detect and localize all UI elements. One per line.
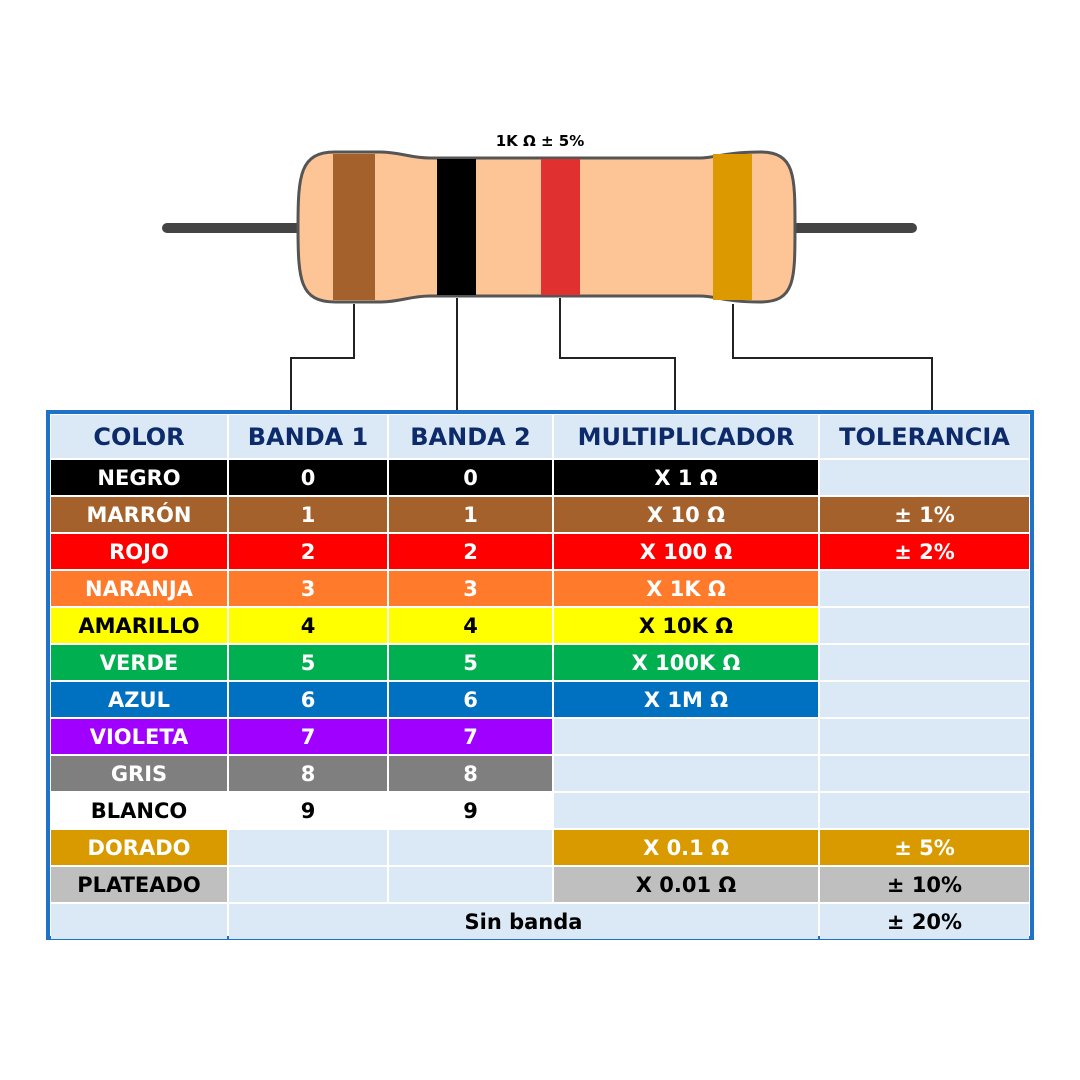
table-cell: 2 (389, 534, 552, 569)
empty-cell (51, 904, 227, 939)
table-cell: GRIS (51, 756, 227, 791)
table-cell: 9 (389, 793, 552, 828)
empty-cell (554, 756, 818, 791)
table-cell: 0 (229, 460, 387, 495)
table-cell: X 0.1 Ω (554, 830, 818, 865)
table-cell: X 1 Ω (554, 460, 818, 495)
table-cell: 1 (229, 497, 387, 532)
empty-cell (820, 608, 1029, 643)
header-cell: TOLERANCIA (820, 415, 1029, 458)
table-cell: AZUL (51, 682, 227, 717)
table-cell: 5 (229, 645, 387, 680)
connector (732, 304, 933, 410)
table-cell: X 100 Ω (554, 534, 818, 569)
empty-cell (820, 682, 1029, 717)
empty-cell (820, 793, 1029, 828)
table-cell: ± 1% (820, 497, 1029, 532)
empty-cell (820, 645, 1029, 680)
table-cell: 7 (389, 719, 552, 754)
table-cell: 8 (389, 756, 552, 791)
footer-label: Sin banda (229, 904, 818, 939)
empty-cell (389, 867, 552, 902)
table-cell: NEGRO (51, 460, 227, 495)
band-red (541, 159, 580, 295)
connector (559, 298, 676, 410)
header-cell: COLOR (51, 415, 227, 458)
table-cell: 4 (389, 608, 552, 643)
table-cell: 5 (389, 645, 552, 680)
empty-cell (389, 830, 552, 865)
table-cell: 4 (229, 608, 387, 643)
table-cell: 3 (389, 571, 552, 606)
table-cell: 1 (389, 497, 552, 532)
table-cell: NARANJA (51, 571, 227, 606)
table-cell: 0 (389, 460, 552, 495)
table-cell: 6 (389, 682, 552, 717)
table-cell: MARRÓN (51, 497, 227, 532)
table-cell: 3 (229, 571, 387, 606)
table-cell: X 1K Ω (554, 571, 818, 606)
resistor-label: 1K Ω ± 5% (496, 132, 585, 150)
header-cell: MULTIPLICADOR (554, 415, 818, 458)
table-cell: VERDE (51, 645, 227, 680)
empty-cell (554, 719, 818, 754)
table-cell: X 1M Ω (554, 682, 818, 717)
empty-cell (229, 867, 387, 902)
empty-cell (554, 793, 818, 828)
table-cell: X 100K Ω (554, 645, 818, 680)
table-cell: 7 (229, 719, 387, 754)
empty-cell (820, 460, 1029, 495)
table-cell: 2 (229, 534, 387, 569)
footer-tolerance: ± 20% (820, 904, 1029, 939)
header-cell: BANDA 2 (389, 415, 552, 458)
empty-cell (820, 756, 1029, 791)
table-cell: ± 10% (820, 867, 1029, 902)
table-cell: AMARILLO (51, 608, 227, 643)
table-cell: ROJO (51, 534, 227, 569)
table-cell: 6 (229, 682, 387, 717)
table-cell: ± 5% (820, 830, 1029, 865)
resistor-diagram: 1K Ω ± 5% (162, 132, 933, 410)
table-cell: DORADO (51, 830, 227, 865)
header-cell: BANDA 1 (229, 415, 387, 458)
band-black (437, 159, 476, 295)
table-cell: X 10 Ω (554, 497, 818, 532)
table-cell: 8 (229, 756, 387, 791)
connectors (290, 298, 933, 410)
connector (290, 304, 355, 410)
color-code-table: COLOR BANDA 1 BANDA 2 MULTIPLICADOR TOLERANC… (46, 410, 1034, 940)
empty-cell (820, 571, 1029, 606)
table-cell: BLANCO (51, 793, 227, 828)
table-cell: ± 2% (820, 534, 1029, 569)
band-gold (713, 154, 752, 300)
table-cell: X 0.01 Ω (554, 867, 818, 902)
band-brown (333, 154, 375, 300)
table-cell: VIOLETA (51, 719, 227, 754)
table-cell: PLATEADO (51, 867, 227, 902)
empty-cell (820, 719, 1029, 754)
table-cell: X 10K Ω (554, 608, 818, 643)
table-cell: 9 (229, 793, 387, 828)
empty-cell (229, 830, 387, 865)
